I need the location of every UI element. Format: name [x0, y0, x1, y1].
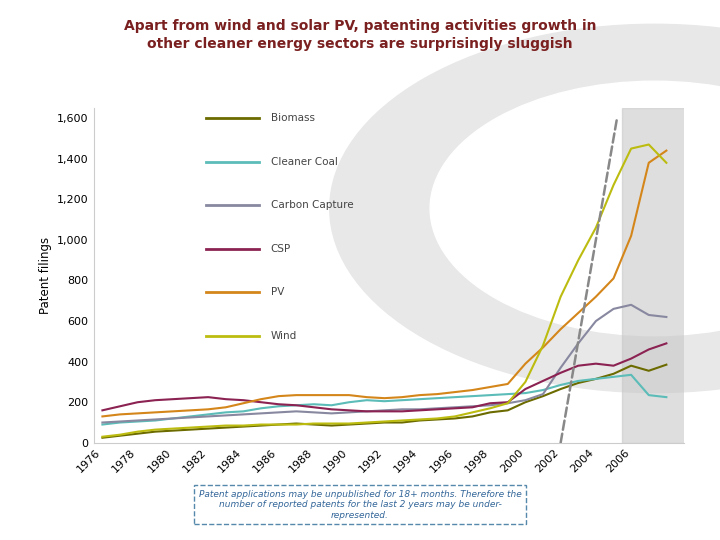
Text: Patent applications may be unpublished for 18+ months. Therefore the
number of r: Patent applications may be unpublished f…: [199, 490, 521, 520]
Y-axis label: Patent filings: Patent filings: [39, 237, 52, 314]
Text: Apart from wind and solar PV, patenting activities growth in
other cleaner energ: Apart from wind and solar PV, patenting …: [124, 19, 596, 51]
Text: Carbon Capture: Carbon Capture: [271, 200, 354, 210]
Text: CSP: CSP: [271, 244, 291, 254]
Circle shape: [330, 24, 720, 393]
Circle shape: [430, 81, 720, 336]
Bar: [622, 108, 693, 443]
Text: Biomass: Biomass: [271, 113, 315, 123]
Text: PV: PV: [271, 287, 284, 297]
Text: Wind: Wind: [271, 330, 297, 341]
Text: Cleaner Coal: Cleaner Coal: [271, 157, 338, 166]
